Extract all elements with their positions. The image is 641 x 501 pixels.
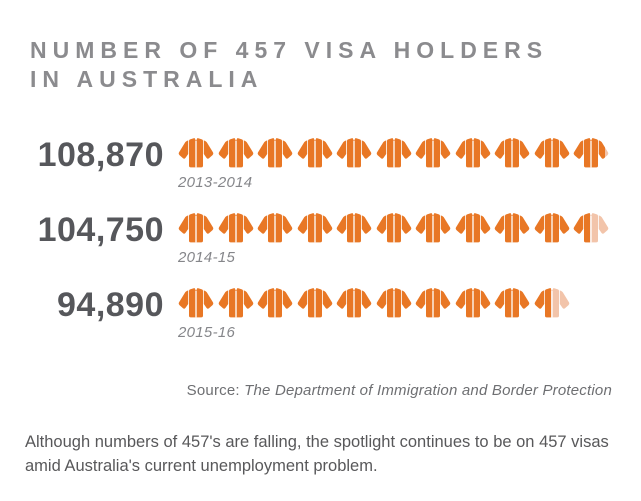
jacket-icon	[218, 137, 254, 171]
jacket-icon	[297, 212, 333, 246]
year-label: 2015-16	[178, 324, 236, 341]
jacket-icon	[218, 212, 254, 246]
jacket-icon	[573, 137, 609, 171]
jacket-icon	[415, 212, 451, 246]
source-prefix: Source:	[186, 382, 245, 399]
jacket-icon	[297, 137, 333, 171]
visa-row: 94,890 2015-16	[0, 287, 641, 362]
jacket-icon	[494, 137, 530, 171]
year-label: 2013-2014	[178, 174, 253, 191]
jacket-icon	[534, 287, 570, 321]
visa-count: 108,870	[37, 136, 164, 174]
jacket-icon	[218, 287, 254, 321]
jacket-icon	[297, 287, 333, 321]
jacket-icon	[376, 137, 412, 171]
year-label: 2014-15	[178, 249, 236, 266]
visa-row: 104,750 2014-15	[0, 212, 641, 287]
jacket-icon	[455, 212, 491, 246]
jacket-icon	[376, 287, 412, 321]
jacket-icon	[455, 137, 491, 171]
jacket-icon	[336, 137, 372, 171]
pictogram-rows: 108,870 2013-2014 104,750 2014-15 94,890…	[0, 137, 641, 362]
jacket-icon	[336, 212, 372, 246]
jacket-icon	[534, 137, 570, 171]
jacket-icon	[455, 287, 491, 321]
visa-row: 108,870 2013-2014	[0, 137, 641, 212]
icon-row	[178, 212, 613, 246]
source-attribution: Source: The Department of Immigration an…	[187, 382, 612, 399]
jacket-icon	[178, 212, 214, 246]
jacket-icon	[257, 137, 293, 171]
jacket-icon	[415, 137, 451, 171]
jacket-icon	[178, 287, 214, 321]
jacket-icon	[178, 137, 214, 171]
jacket-icon	[573, 212, 609, 246]
jacket-icon	[494, 287, 530, 321]
icon-column: 2015-16	[178, 287, 573, 341]
source-name: The Department of Immigration and Border…	[244, 382, 612, 399]
jacket-icon	[336, 287, 372, 321]
page-title: NUMBER OF 457 VISA HOLDERS IN AUSTRALIA	[30, 37, 549, 92]
jacket-icon	[534, 212, 570, 246]
caption-text: Although numbers of 457's are falling, t…	[25, 433, 609, 475]
jacket-icon	[415, 287, 451, 321]
jacket-icon	[257, 287, 293, 321]
visa-count: 94,890	[57, 286, 164, 324]
icon-row	[178, 287, 573, 321]
icon-column: 2014-15	[178, 212, 613, 266]
icon-row	[178, 137, 613, 171]
jacket-icon	[376, 212, 412, 246]
visa-count: 104,750	[37, 211, 164, 249]
jacket-icon	[257, 212, 293, 246]
jacket-icon	[494, 212, 530, 246]
icon-column: 2013-2014	[178, 137, 613, 191]
